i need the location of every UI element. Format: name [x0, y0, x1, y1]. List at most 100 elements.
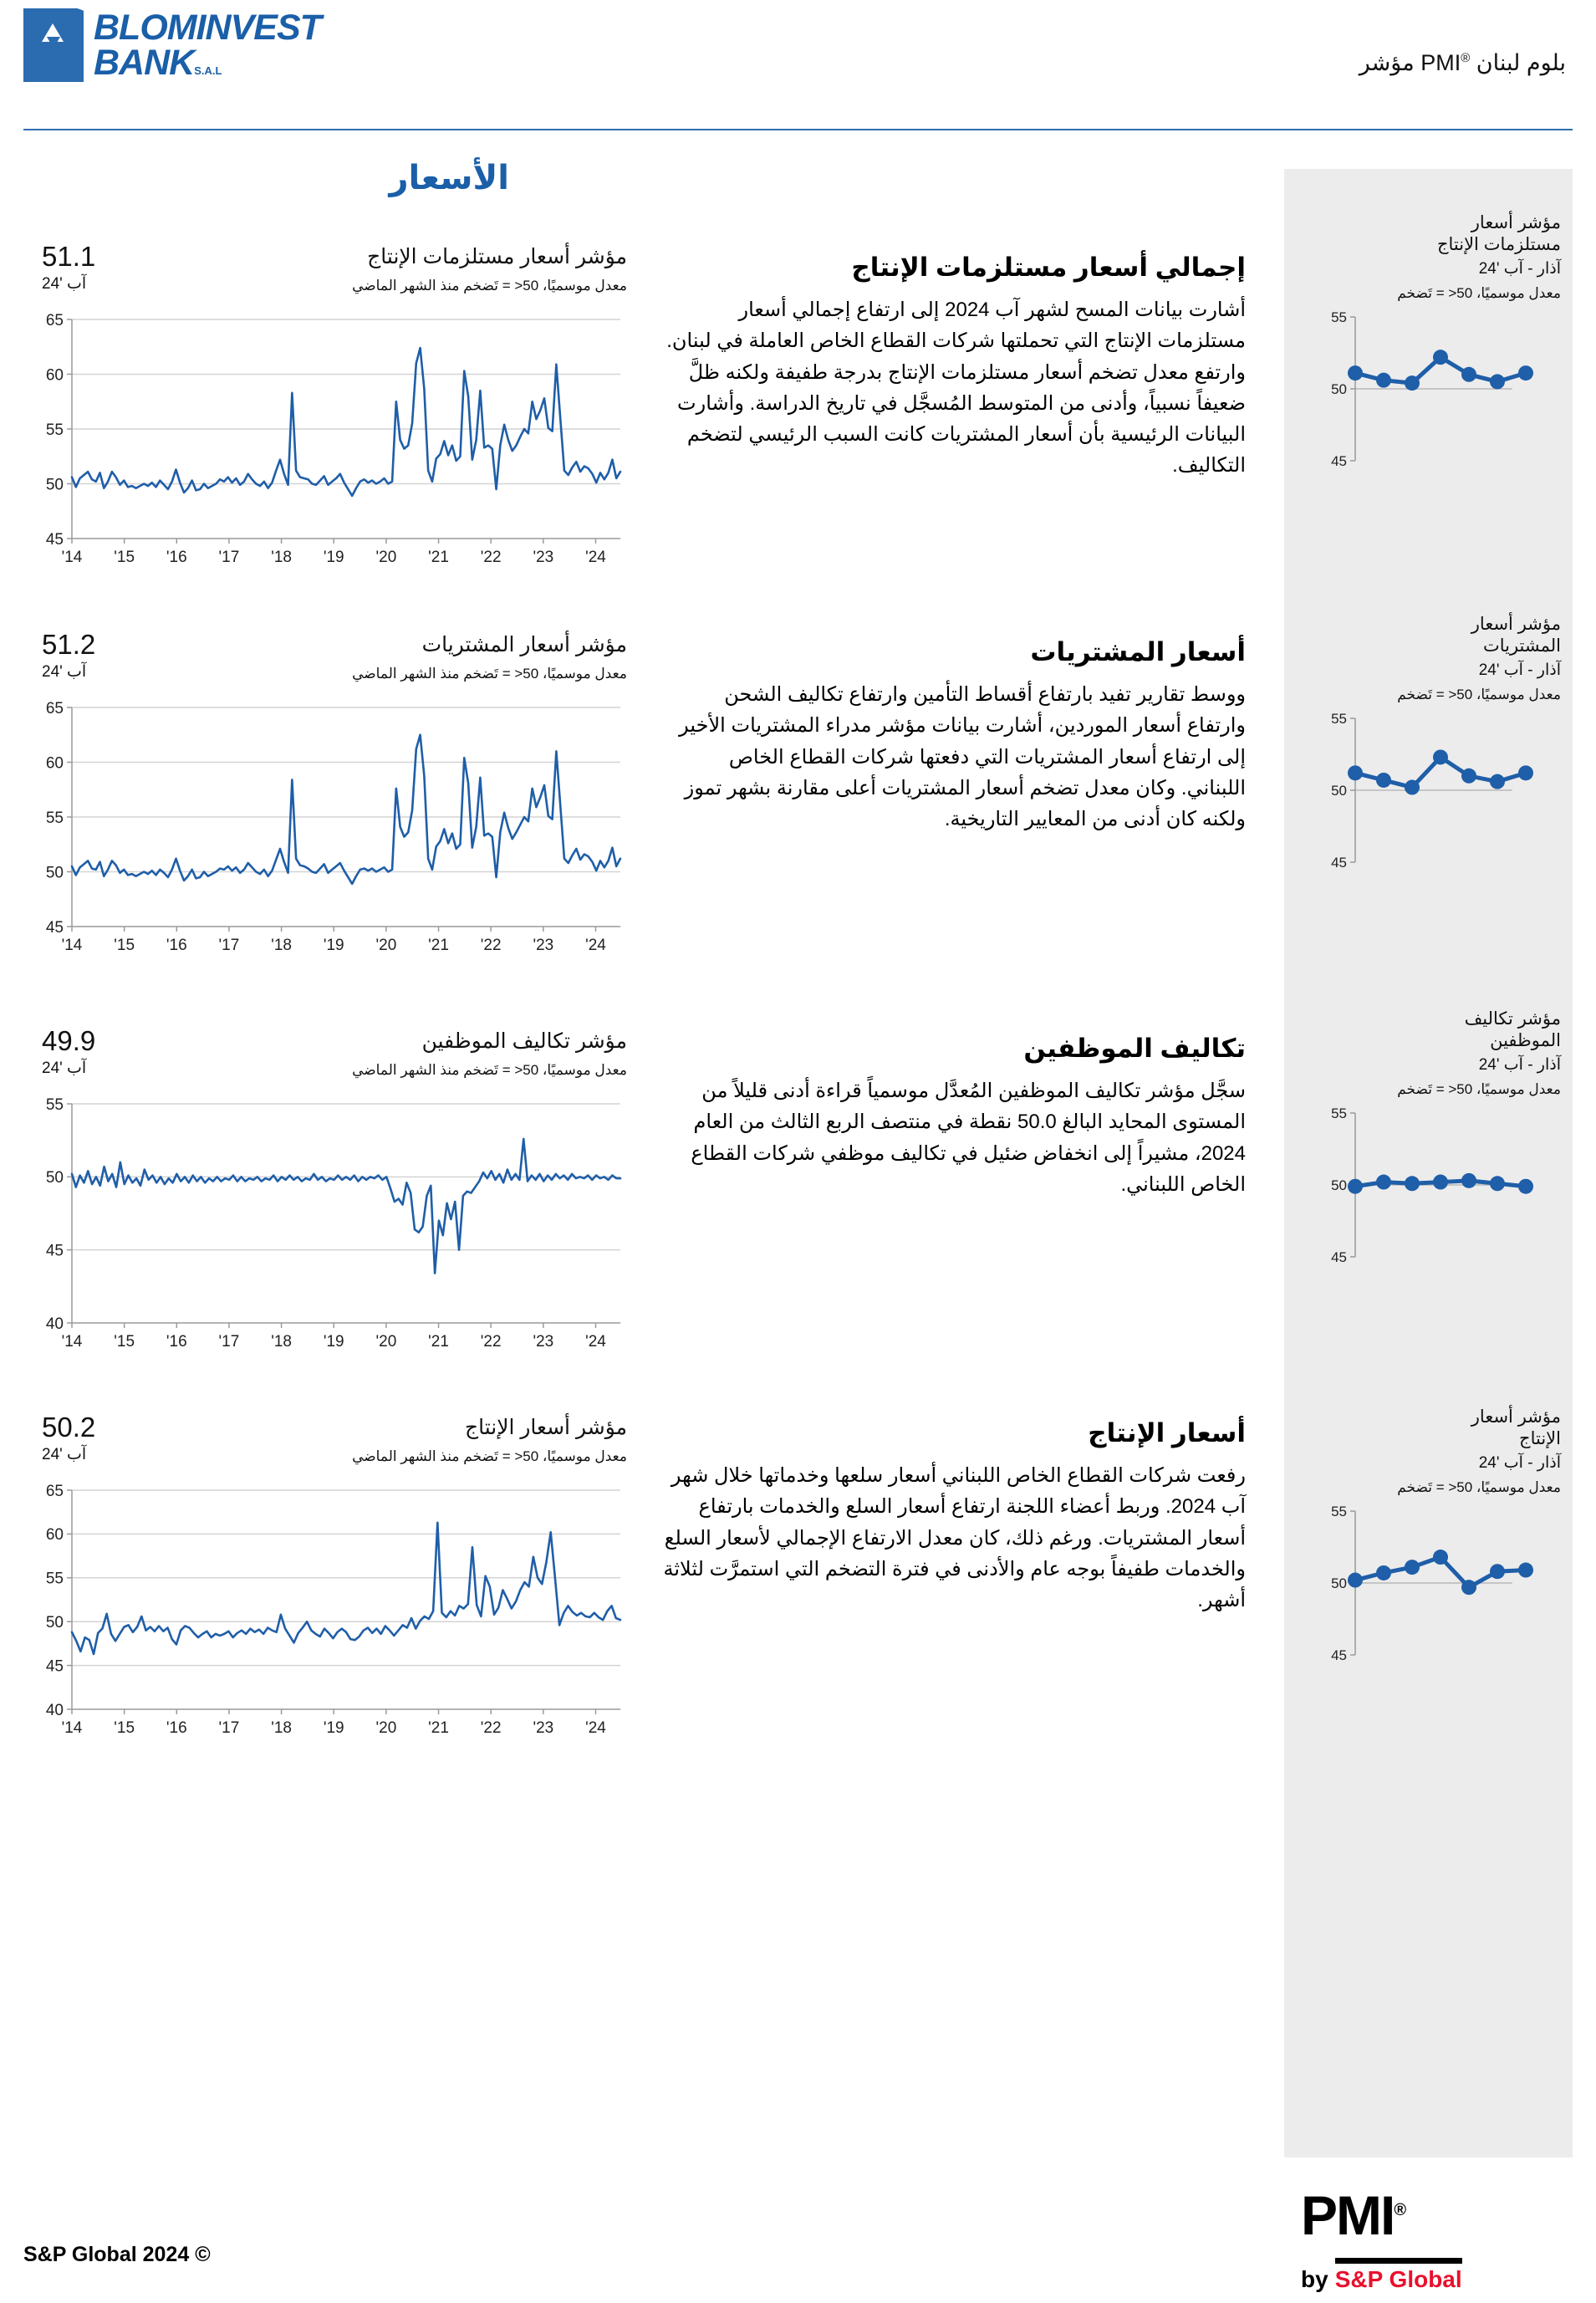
- svg-text:50: 50: [1331, 783, 1347, 799]
- svg-text:55: 55: [46, 1570, 64, 1588]
- document-title: بلوم لبنان PMI® مؤشر: [1359, 50, 1566, 76]
- section-heading: تكاليف الموظفين: [1023, 1034, 1246, 1063]
- svg-text:55: 55: [1331, 309, 1347, 325]
- chart-latest-value: 51.2: [42, 629, 96, 660]
- svg-text:'20: '20: [376, 1719, 397, 1737]
- svg-text:'16: '16: [166, 937, 187, 954]
- svg-text:65: 65: [46, 1483, 64, 1500]
- bank-name-suffix: S.A.L: [194, 64, 222, 78]
- mini-card-note: معدل موسميًا، 50< = تَضخم: [1397, 1479, 1561, 1496]
- section-input-prices: إجمالي أسعار مستلزمات الإنتاج أشارت بيان…: [660, 251, 1246, 481]
- chart-block-staff-costs: 49.9 آب '24 مؤشر تكاليف الموظفين معدل مو…: [25, 1025, 627, 1361]
- svg-text:'22: '22: [481, 549, 502, 566]
- svg-text:'16: '16: [166, 1333, 187, 1351]
- svg-text:50: 50: [46, 1614, 64, 1632]
- section-heading: أسعار المشتريات: [1030, 637, 1246, 666]
- svg-text:45: 45: [46, 531, 64, 549]
- chart-note: معدل موسميًا، 50< = تَضخم منذ الشهر الما…: [352, 1062, 627, 1078]
- svg-text:60: 60: [46, 366, 64, 384]
- section-body: ووسط تقارير تفيد بارتفاع أقساط التأمين و…: [679, 683, 1246, 831]
- document-title-tail: بلوم لبنان: [1476, 50, 1566, 75]
- chart-note: معدل موسميًا، 50< = تَضخم منذ الشهر الما…: [352, 278, 627, 294]
- chart-latest-date: آب '24: [42, 1060, 87, 1077]
- mini-card-title: مؤشر أسعار مستلزمات الإنتاج: [1436, 213, 1561, 255]
- svg-text:55: 55: [1331, 1504, 1347, 1519]
- svg-text:'14: '14: [62, 1333, 83, 1351]
- svg-text:60: 60: [46, 754, 64, 772]
- svg-text:55: 55: [1331, 711, 1347, 727]
- chart-title: مؤشر أسعار مستلزمات الإنتاج: [367, 245, 627, 268]
- copyright-notice: S&P Global 2024 ©: [23, 2243, 211, 2266]
- mini-card-range: آذار - آب '24: [1478, 661, 1561, 680]
- svg-text:'15: '15: [114, 1333, 135, 1351]
- chart-latest-value: 51.1: [42, 241, 96, 272]
- summary-sidebar: مؤشر أسعار مستلزمات الإنتاج آذار - آب '2…: [1284, 169, 1573, 2157]
- section-body: رفعت شركات القطاع الخاص اللبناني أسعار س…: [663, 1464, 1246, 1612]
- registered-trademark-icon: ®: [1394, 2201, 1406, 2219]
- svg-text:'21: '21: [428, 937, 449, 954]
- svg-text:50: 50: [1331, 1575, 1347, 1591]
- svg-text:'14: '14: [62, 937, 83, 954]
- chart-title: مؤشر تكاليف الموظفين: [421, 1029, 627, 1053]
- svg-text:'19: '19: [324, 937, 344, 954]
- svg-text:'18: '18: [271, 1333, 292, 1351]
- svg-text:55: 55: [46, 809, 64, 827]
- svg-text:'23: '23: [533, 937, 553, 954]
- svg-text:'18: '18: [271, 1719, 292, 1737]
- section-heading: إجمالي أسعار مستلزمات الإنتاج: [851, 253, 1246, 282]
- mini-chart-staff-costs: 45 50 55: [1310, 1103, 1561, 1270]
- svg-text:'20: '20: [376, 1333, 397, 1351]
- pmi-logo: PMI®: [1301, 2188, 1406, 2243]
- svg-text:'19: '19: [324, 1719, 344, 1737]
- svg-text:'15: '15: [114, 1719, 135, 1737]
- blominvest-bank-logo: BLOMINVEST BANKS.A.L: [23, 7, 416, 90]
- section-heading: أسعار الإنتاج: [1088, 1418, 1246, 1448]
- svg-text:45: 45: [1331, 453, 1347, 469]
- mini-card-output-prices: مؤشر أسعار الإنتاج آذار - آب '24 معدل مو…: [1293, 1407, 1561, 1668]
- chart-plot-input-prices: 45 50 55 60 65 '14 '15 '16 '17 '18 '19 '20 '21 '22 '23…: [25, 309, 627, 577]
- chart-plot-purchase-prices: 45 50 55 60 65 '14 '15 '16 '17 '18 '19 '20 '21 '22 '23…: [25, 697, 627, 965]
- svg-text:50: 50: [1331, 1177, 1347, 1193]
- mini-card-title: مؤشر أسعار المشتريات: [1471, 615, 1561, 656]
- chart-latest-date: آب '24: [42, 275, 87, 293]
- svg-text:45: 45: [46, 919, 64, 937]
- svg-text:'19: '19: [324, 1333, 344, 1351]
- byline-by-label: by: [1301, 2266, 1328, 2292]
- bank-name-line2: BANK: [94, 43, 195, 84]
- svg-text:55: 55: [46, 1096, 64, 1114]
- svg-text:50: 50: [46, 476, 64, 493]
- svg-text:50: 50: [1331, 381, 1347, 397]
- document-title-main: مؤشر: [1359, 50, 1415, 75]
- chart-plot-staff-costs: 40 45 50 55 '14 '15 '16 '17 '18 '19 '20 '21 '22 '23 '2…: [25, 1094, 627, 1361]
- pmi-wordmark: PMI: [1301, 2184, 1395, 2246]
- svg-text:'14: '14: [62, 549, 83, 566]
- svg-text:'15: '15: [114, 549, 135, 566]
- chart-block-output-prices: 50.2 آب '24 مؤشر أسعار الإنتاج معدل موسم…: [25, 1412, 627, 1748]
- header-divider: [23, 129, 1573, 130]
- svg-text:'24: '24: [585, 1333, 606, 1351]
- mini-card-purchase-prices: مؤشر أسعار المشتريات آذار - آب '24 معدل …: [1293, 614, 1561, 876]
- svg-text:65: 65: [46, 700, 64, 717]
- svg-text:50: 50: [46, 1169, 64, 1187]
- svg-text:'20: '20: [376, 549, 397, 566]
- chart-latest-value: 49.9: [42, 1025, 96, 1056]
- mini-card-title: مؤشر تكاليف الموظفين: [1464, 1009, 1561, 1051]
- svg-text:'21: '21: [428, 1333, 449, 1351]
- svg-text:'15: '15: [114, 937, 135, 954]
- mini-card-note: معدل موسميًا، 50< = تَضخم: [1397, 1081, 1561, 1098]
- mini-card-range: آذار - آب '24: [1478, 260, 1561, 278]
- section-purchase-prices: أسعار المشتريات ووسط تقارير تفيد بارتفاع…: [660, 636, 1246, 835]
- svg-text:'24: '24: [585, 937, 606, 954]
- svg-text:60: 60: [46, 1526, 64, 1544]
- page-header: BLOMINVEST BANKS.A.L بلوم لبنان PMI® مؤش…: [0, 0, 1596, 134]
- document-title-pmi: PMI: [1420, 50, 1461, 75]
- mini-card-range: آذار - آب '24: [1478, 1056, 1561, 1075]
- svg-text:'16: '16: [166, 1719, 187, 1737]
- mini-card-title: مؤشر أسعار الإنتاج: [1471, 1407, 1561, 1449]
- svg-text:'20: '20: [376, 937, 397, 954]
- mini-card-range: آذار - آب '24: [1478, 1454, 1561, 1473]
- svg-text:45: 45: [46, 1243, 64, 1260]
- svg-text:'18: '18: [271, 549, 292, 566]
- chart-plot-output-prices: 40 45 50 55 60 65 '14 '15 '16 '17 '18 '19 '20 '21 '22 '…: [25, 1480, 627, 1748]
- svg-text:40: 40: [46, 1315, 64, 1333]
